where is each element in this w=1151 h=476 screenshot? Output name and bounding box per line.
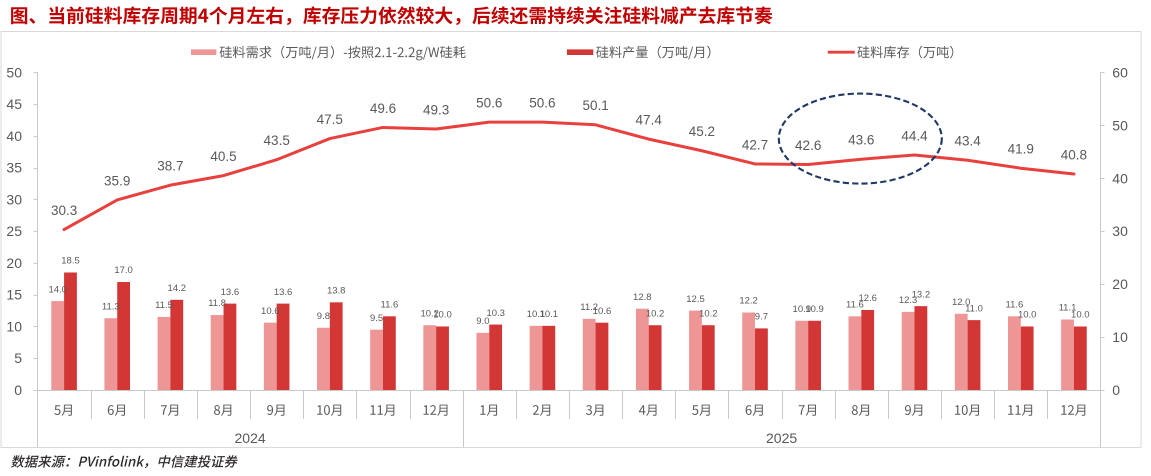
svg-text:43.6: 43.6 (848, 133, 874, 148)
svg-text:47.4: 47.4 (636, 112, 663, 127)
svg-text:45: 45 (6, 96, 22, 112)
svg-text:18.5: 18.5 (61, 256, 80, 267)
svg-text:10.2: 10.2 (646, 308, 665, 319)
svg-text:50.6: 50.6 (476, 96, 502, 111)
svg-text:12.8: 12.8 (633, 292, 652, 303)
svg-text:42.6: 42.6 (795, 138, 821, 153)
svg-text:40.5: 40.5 (210, 149, 236, 164)
svg-text:43.4: 43.4 (954, 134, 981, 149)
svg-text:41.9: 41.9 (1008, 142, 1034, 157)
svg-text:20: 20 (6, 255, 22, 271)
svg-text:40: 40 (6, 128, 22, 144)
svg-text:50: 50 (6, 64, 22, 80)
svg-text:9.0: 9.0 (476, 316, 489, 327)
svg-text:12.0: 12.0 (952, 297, 971, 308)
svg-text:11.1: 11.1 (1059, 303, 1077, 314)
svg-text:13.2: 13.2 (912, 289, 931, 300)
svg-text:42.7: 42.7 (742, 137, 768, 152)
svg-text:14.2: 14.2 (168, 283, 187, 294)
svg-text:44.4: 44.4 (901, 128, 928, 143)
svg-text:10.2: 10.2 (420, 308, 439, 319)
svg-text:11.5: 11.5 (155, 300, 173, 311)
svg-text:50: 50 (1112, 117, 1128, 133)
svg-text:30: 30 (6, 191, 22, 207)
svg-text:35.9: 35.9 (104, 173, 130, 188)
svg-text:10.2: 10.2 (699, 308, 718, 319)
svg-text:11.3: 11.3 (102, 301, 120, 312)
svg-text:10: 10 (1112, 329, 1128, 345)
svg-text:38.7: 38.7 (157, 158, 183, 173)
svg-text:10.6: 10.6 (261, 306, 280, 317)
svg-text:12.2: 12.2 (739, 296, 758, 307)
svg-text:12.3: 12.3 (899, 295, 918, 306)
svg-text:13.6: 13.6 (221, 287, 240, 298)
svg-text:30: 30 (1112, 223, 1128, 239)
svg-text:11.2: 11.2 (580, 302, 598, 313)
svg-text:9.5: 9.5 (370, 313, 383, 324)
svg-text:11.0: 11.0 (965, 303, 983, 314)
svg-text:0: 0 (1112, 382, 1120, 398)
svg-text:2025: 2025 (766, 430, 797, 446)
svg-text:17.0: 17.0 (114, 265, 133, 276)
svg-text:45.2: 45.2 (689, 124, 715, 139)
svg-text:10.9: 10.9 (793, 304, 812, 315)
svg-text:25: 25 (6, 223, 22, 239)
svg-text:11.8: 11.8 (208, 298, 226, 309)
svg-text:12.6: 12.6 (858, 293, 877, 304)
svg-text:49.6: 49.6 (370, 101, 396, 116)
svg-text:50.1: 50.1 (582, 98, 608, 113)
svg-text:9.8: 9.8 (317, 311, 330, 322)
svg-text:15: 15 (6, 287, 22, 303)
svg-text:11.6: 11.6 (381, 300, 399, 311)
svg-text:10.0: 10.0 (433, 310, 452, 321)
svg-text:10: 10 (6, 319, 22, 335)
svg-text:9.7: 9.7 (755, 312, 768, 323)
svg-text:43.5: 43.5 (264, 133, 290, 148)
svg-text:10.1: 10.1 (527, 309, 546, 320)
svg-text:5: 5 (14, 350, 22, 366)
svg-text:13.6: 13.6 (274, 287, 293, 298)
svg-text:0: 0 (14, 382, 22, 398)
svg-text:50.6: 50.6 (529, 96, 555, 111)
svg-text:49.3: 49.3 (423, 102, 449, 117)
svg-text:60: 60 (1112, 64, 1128, 80)
svg-text:14.0: 14.0 (48, 284, 67, 295)
svg-text:10.0: 10.0 (1071, 310, 1090, 321)
svg-text:40: 40 (1112, 170, 1128, 186)
svg-text:11.6: 11.6 (1006, 300, 1024, 311)
svg-text:10.9: 10.9 (805, 304, 824, 315)
svg-text:10.3: 10.3 (486, 308, 505, 319)
svg-text:20: 20 (1112, 276, 1128, 292)
svg-text:13.8: 13.8 (327, 286, 346, 297)
svg-text:35: 35 (6, 160, 22, 176)
svg-text:2024: 2024 (235, 430, 266, 446)
svg-text:47.5: 47.5 (317, 112, 343, 127)
svg-text:10.6: 10.6 (593, 306, 612, 317)
svg-text:11.6: 11.6 (846, 300, 864, 311)
svg-text:12.5: 12.5 (686, 294, 705, 305)
svg-text:40.8: 40.8 (1061, 147, 1087, 162)
svg-text:10.1: 10.1 (540, 309, 559, 320)
svg-text:10.0: 10.0 (1018, 310, 1037, 321)
svg-text:30.3: 30.3 (51, 203, 77, 218)
